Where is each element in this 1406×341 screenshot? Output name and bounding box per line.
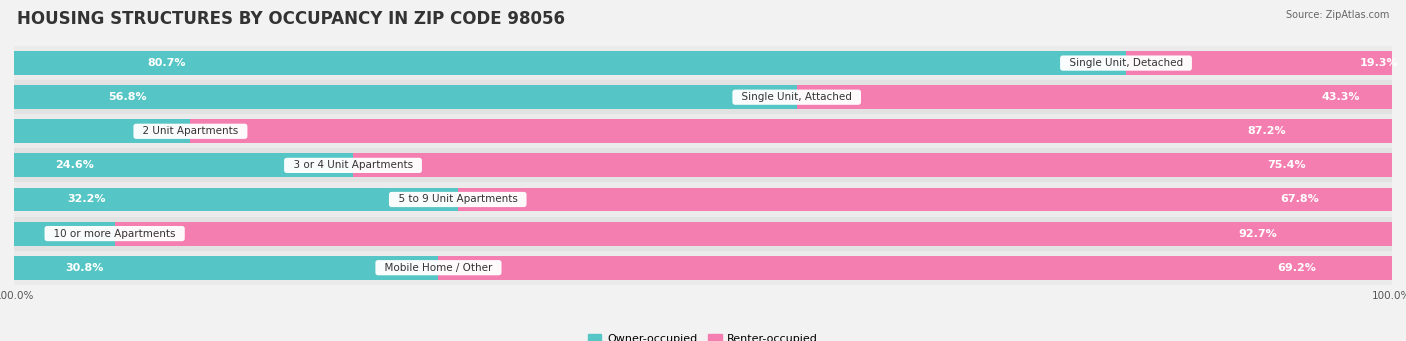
Bar	[115, 222, 1392, 246]
Bar	[14, 188, 458, 211]
Bar	[14, 251, 1392, 285]
Bar	[14, 51, 1126, 75]
Text: 92.7%: 92.7%	[1239, 228, 1278, 239]
Bar	[353, 153, 1392, 177]
Bar	[458, 188, 1392, 211]
Bar	[14, 114, 1392, 148]
Text: 12.8%: 12.8%	[145, 126, 184, 136]
Bar	[14, 119, 190, 143]
Text: 2 Unit Apartments: 2 Unit Apartments	[136, 126, 245, 136]
Bar	[14, 80, 1392, 114]
Text: Single Unit, Detached: Single Unit, Detached	[1063, 58, 1189, 68]
Bar	[14, 222, 115, 246]
Bar	[14, 256, 439, 280]
Bar	[14, 46, 1392, 80]
Text: 5 to 9 Unit Apartments: 5 to 9 Unit Apartments	[391, 194, 524, 205]
Text: 24.6%: 24.6%	[55, 160, 94, 170]
Bar	[190, 119, 1392, 143]
Bar	[14, 182, 1392, 217]
Text: 75.4%: 75.4%	[1267, 160, 1306, 170]
Bar	[1126, 51, 1392, 75]
Text: 7.3%: 7.3%	[77, 228, 108, 239]
Bar	[14, 85, 797, 109]
Text: 10 or more Apartments: 10 or more Apartments	[48, 228, 183, 239]
Text: Single Unit, Attached: Single Unit, Attached	[735, 92, 859, 102]
Text: 30.8%: 30.8%	[65, 263, 104, 273]
Text: 3 or 4 Unit Apartments: 3 or 4 Unit Apartments	[287, 160, 419, 170]
Text: 67.8%: 67.8%	[1279, 194, 1319, 205]
Bar	[14, 148, 1392, 182]
Text: HOUSING STRUCTURES BY OCCUPANCY IN ZIP CODE 98056: HOUSING STRUCTURES BY OCCUPANCY IN ZIP C…	[17, 10, 565, 28]
Text: 32.2%: 32.2%	[67, 194, 105, 205]
Bar	[439, 256, 1392, 280]
Text: Source: ZipAtlas.com: Source: ZipAtlas.com	[1285, 10, 1389, 20]
Text: 19.3%: 19.3%	[1360, 58, 1399, 68]
Text: Mobile Home / Other: Mobile Home / Other	[378, 263, 499, 273]
Text: 56.8%: 56.8%	[108, 92, 146, 102]
Text: 80.7%: 80.7%	[148, 58, 186, 68]
Text: 43.3%: 43.3%	[1322, 92, 1360, 102]
Legend: Owner-occupied, Renter-occupied: Owner-occupied, Renter-occupied	[583, 330, 823, 341]
Bar	[797, 85, 1393, 109]
Bar	[14, 153, 353, 177]
Text: 87.2%: 87.2%	[1247, 126, 1286, 136]
Bar	[14, 217, 1392, 251]
Text: 69.2%: 69.2%	[1278, 263, 1316, 273]
